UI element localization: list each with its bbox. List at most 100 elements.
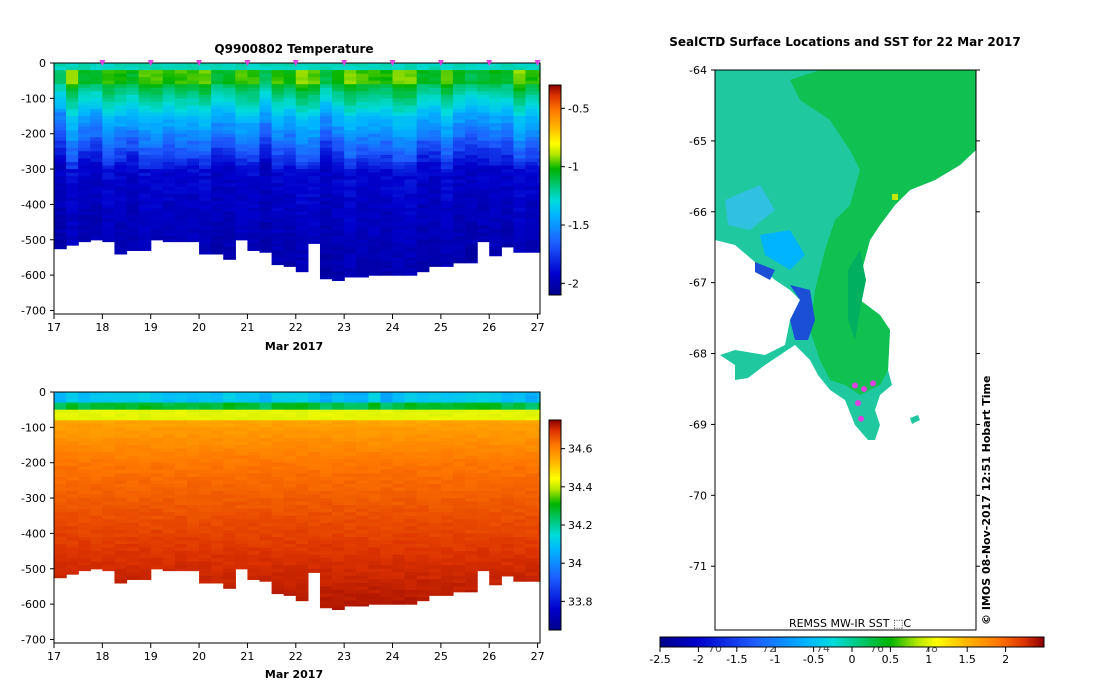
section-cell bbox=[186, 476, 200, 481]
section-cell bbox=[428, 158, 442, 163]
section-cell bbox=[259, 522, 273, 527]
section-cell bbox=[295, 250, 309, 255]
section-cell bbox=[428, 392, 442, 397]
section-cell bbox=[150, 452, 164, 457]
section-cell bbox=[307, 98, 321, 103]
section-cell bbox=[138, 483, 152, 489]
section-cell bbox=[380, 98, 394, 103]
section-cell bbox=[368, 455, 382, 460]
section-cell bbox=[319, 420, 333, 425]
section-cell bbox=[319, 565, 333, 570]
section-cell bbox=[440, 169, 454, 174]
section-cell bbox=[380, 239, 394, 244]
section-cell bbox=[440, 579, 454, 584]
section-cell bbox=[501, 126, 514, 131]
salinity-section-panel: 0-100-200-300-400-500-600-700 17 18 19 20 21… bbox=[21, 386, 592, 681]
section-cell bbox=[295, 558, 309, 563]
section-cell bbox=[428, 579, 442, 584]
section-cell bbox=[223, 140, 236, 145]
section-cell bbox=[489, 529, 502, 535]
section-cell bbox=[283, 108, 297, 114]
section-cell bbox=[186, 204, 200, 209]
profile-marker bbox=[147, 60, 154, 66]
section-cell bbox=[174, 494, 188, 499]
section-cell bbox=[271, 437, 285, 443]
section-cell bbox=[477, 133, 490, 138]
section-cell bbox=[513, 441, 527, 446]
section-cell bbox=[174, 179, 188, 184]
section-cell bbox=[537, 179, 541, 184]
section-cell bbox=[283, 87, 297, 92]
section-cell bbox=[126, 91, 140, 96]
section-cell bbox=[174, 84, 188, 89]
section-cell bbox=[368, 190, 382, 195]
section-cell bbox=[259, 70, 273, 75]
section-cell bbox=[114, 416, 128, 421]
section-cell bbox=[319, 434, 333, 439]
section-cell bbox=[404, 137, 418, 142]
section-cell bbox=[332, 544, 345, 549]
section-cell bbox=[247, 526, 261, 531]
section-cell bbox=[525, 551, 539, 556]
section-cell bbox=[126, 575, 140, 580]
section-cell bbox=[150, 176, 164, 181]
section-cell bbox=[416, 260, 430, 266]
section-cell bbox=[150, 165, 164, 170]
temperature-y-axis: 0-100-200-300-400-500-600-700 bbox=[21, 57, 54, 317]
section-cell bbox=[307, 211, 321, 216]
section-cell bbox=[416, 512, 430, 517]
section-cell bbox=[247, 158, 261, 163]
section-cell bbox=[344, 186, 357, 191]
section-cell bbox=[54, 395, 67, 400]
section-cell bbox=[319, 176, 333, 181]
section-cell bbox=[54, 176, 67, 181]
section-cell bbox=[295, 236, 309, 241]
section-cell bbox=[344, 568, 357, 573]
section-cell bbox=[380, 575, 394, 580]
section-cell bbox=[150, 151, 164, 156]
section-cell bbox=[307, 239, 321, 244]
section-cell bbox=[223, 512, 236, 517]
section-cell bbox=[452, 87, 466, 92]
section-cell bbox=[477, 94, 490, 99]
section-cell bbox=[235, 147, 249, 152]
section-cell bbox=[477, 466, 490, 471]
section-cell bbox=[150, 77, 164, 82]
section-cell bbox=[525, 473, 539, 478]
section-cell bbox=[380, 130, 394, 135]
section-cell bbox=[319, 544, 333, 549]
section-cell bbox=[235, 215, 249, 220]
section-cell bbox=[428, 193, 442, 198]
section-cell bbox=[259, 512, 273, 517]
section-cell bbox=[90, 73, 103, 78]
section-cell bbox=[356, 544, 369, 549]
section-cell bbox=[465, 437, 478, 443]
section-cell bbox=[283, 147, 297, 152]
section-cell bbox=[525, 66, 539, 71]
section-cell bbox=[501, 165, 514, 170]
section-cell bbox=[440, 554, 454, 559]
section-cell bbox=[199, 137, 212, 142]
section-cell bbox=[259, 179, 273, 184]
section-cell bbox=[344, 183, 357, 188]
section-cell bbox=[440, 140, 454, 145]
section-cell bbox=[404, 494, 418, 499]
section-cell bbox=[223, 246, 236, 251]
section-cell bbox=[102, 395, 116, 400]
x-tick-label: 26 bbox=[482, 650, 496, 663]
section-cell bbox=[78, 193, 91, 198]
section-cell bbox=[428, 229, 442, 234]
section-cell bbox=[199, 551, 212, 556]
section-cell bbox=[90, 218, 103, 223]
section-cell bbox=[525, 501, 539, 506]
section-cell bbox=[416, 551, 430, 556]
section-cell bbox=[54, 215, 67, 220]
section-cell bbox=[235, 392, 249, 397]
section-cell bbox=[247, 427, 261, 432]
section-cell bbox=[259, 154, 273, 160]
section-cell bbox=[223, 70, 236, 75]
section-cell bbox=[259, 572, 273, 577]
section-cell bbox=[513, 161, 527, 167]
section-cell bbox=[199, 568, 212, 573]
section-cell bbox=[114, 565, 128, 570]
